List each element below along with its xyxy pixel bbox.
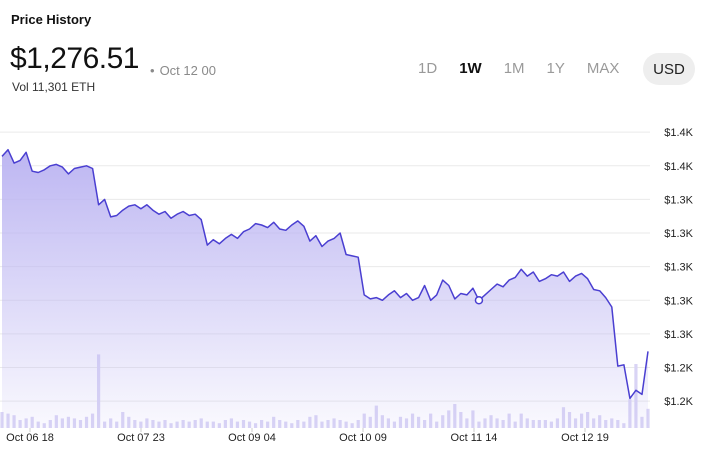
price-date: Oct 12 00 — [159, 63, 216, 78]
y-tick-label: $1.2K — [664, 396, 693, 408]
y-tick-label: $1.4K — [664, 161, 693, 173]
x-tick-label: Oct 11 14 — [451, 432, 498, 444]
bullet-icon: • — [150, 63, 155, 78]
volume-bar — [0, 412, 4, 428]
current-price: $1,276.51 — [10, 42, 139, 75]
price-area — [1, 148, 649, 428]
x-tick-label: Oct 12 19 — [561, 432, 609, 444]
price-marker — [474, 296, 484, 305]
y-tick-label: $1.3K — [664, 329, 693, 341]
x-tick-label: Oct 09 04 — [228, 432, 276, 444]
x-axis: Oct 06 18 Oct 07 23 Oct 09 04 Oct 10 09 Oct … — [6, 428, 609, 444]
y-tick-label: $1.3K — [664, 228, 693, 240]
y-tick-label: $1.3K — [664, 194, 693, 206]
x-tick-label: Oct 10 09 — [339, 432, 387, 444]
price-date-stamp: • Oct 12 00 — [150, 63, 216, 78]
y-tick-label: $1.3K — [664, 262, 693, 274]
price-area-fill — [2, 149, 648, 428]
y-tick-label: $1.2K — [664, 362, 693, 374]
y-tick-label: $1.4K — [664, 127, 693, 139]
x-tick-label: Oct 07 23 — [117, 432, 165, 444]
volume-label: Vol 11,301 ETH — [12, 80, 96, 94]
y-tick-label: $1.3K — [664, 295, 693, 307]
range-1w-button[interactable]: 1W — [459, 60, 482, 77]
range-max-button[interactable]: MAX — [586, 60, 620, 77]
x-tick-label: Oct 06 18 — [6, 432, 54, 444]
time-range-selector: 1D 1W 1M 1Y MAX — [418, 60, 641, 77]
range-1y-button[interactable]: 1Y — [546, 60, 565, 77]
range-1m-button[interactable]: 1M — [503, 60, 525, 77]
currency-toggle-button[interactable]: USD — [643, 53, 695, 85]
page-title: Price History — [11, 12, 92, 27]
y-axis: $1.4K $1.4K $1.3K $1.3K $1.3K $1.3K $1.3K $1.2K… — [664, 127, 693, 408]
range-1d-button[interactable]: 1D — [418, 60, 438, 77]
price-line — [1, 148, 649, 400]
